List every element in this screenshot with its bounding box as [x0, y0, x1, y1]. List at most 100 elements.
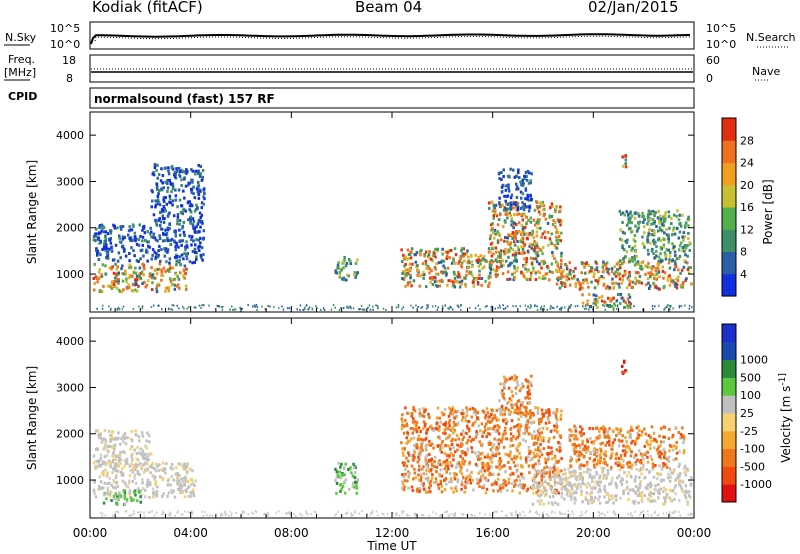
data-cell [481, 266, 484, 270]
cpid-panel-frame [89, 87, 695, 109]
data-cell [435, 421, 438, 425]
data-cell [491, 453, 494, 457]
data-cell [426, 264, 430, 268]
data-cell [527, 425, 531, 429]
data-cell [138, 439, 141, 443]
data-cell [479, 469, 482, 473]
data-cell [489, 448, 493, 452]
data-cell [404, 255, 407, 259]
data-cell [92, 489, 96, 493]
data-cell [494, 273, 498, 277]
data-cell [535, 205, 539, 208]
data-cell [472, 277, 476, 281]
data-cell [421, 262, 425, 266]
data-cell [152, 173, 156, 177]
data-cell [434, 267, 437, 271]
data-cell [454, 514, 456, 517]
data-cell [483, 469, 487, 473]
data-cell [155, 284, 159, 288]
data-cell [531, 411, 535, 415]
data-cell [622, 164, 625, 168]
data-cell [510, 403, 513, 407]
data-cell [502, 486, 505, 490]
data-cell [573, 446, 576, 450]
data-cell [493, 206, 496, 210]
data-cell [412, 417, 415, 421]
data-cell [372, 308, 374, 311]
data-cell [453, 272, 456, 276]
data-cell [198, 304, 201, 307]
data-cell [178, 258, 181, 262]
data-cell [352, 307, 355, 310]
data-cell [536, 309, 539, 311]
data-cell [504, 437, 508, 441]
data-cell [463, 431, 466, 435]
data-cell [133, 476, 136, 480]
data-cell [625, 210, 628, 214]
data-cell [621, 449, 625, 453]
data-cell [154, 205, 157, 209]
data-cell [536, 254, 540, 258]
data-cell [649, 446, 652, 450]
data-cell [468, 429, 471, 433]
data-cell [184, 248, 187, 252]
data-cell [100, 440, 104, 444]
data-cell [603, 487, 606, 491]
data-cell [621, 364, 624, 368]
data-cell [346, 273, 349, 277]
data-cell [480, 277, 484, 280]
data-cell [156, 195, 160, 198]
data-cell [485, 466, 489, 470]
data-cell [415, 430, 419, 434]
data-cell [152, 213, 156, 217]
data-cell [114, 458, 117, 462]
data-cell [538, 218, 541, 221]
data-cell [164, 471, 167, 475]
data-cell [671, 433, 675, 437]
data-cell [581, 454, 584, 457]
data-cell [556, 467, 559, 470]
data-cell [602, 474, 606, 478]
data-cell [513, 374, 516, 378]
data-cell [525, 460, 528, 464]
data-cell [508, 454, 511, 458]
data-cell [117, 454, 120, 458]
data-cell [117, 279, 120, 283]
data-cell [491, 227, 494, 231]
data-cell [114, 492, 117, 496]
data-cell [631, 500, 635, 504]
data-cell [606, 270, 609, 274]
data-cell [130, 462, 133, 466]
data-cell [155, 252, 158, 256]
data-cell [638, 485, 641, 489]
data-cell [605, 261, 609, 265]
data-cell [152, 495, 155, 499]
data-cell [443, 407, 447, 411]
data-cell [504, 426, 507, 430]
data-cell [381, 512, 384, 515]
data-cell [662, 448, 665, 452]
data-cell [655, 448, 659, 452]
data-cell [432, 254, 435, 258]
data-cell [482, 430, 486, 434]
data-cell [402, 475, 405, 478]
data-cell [170, 166, 173, 170]
data-cell [509, 233, 513, 237]
data-cell [155, 223, 158, 227]
data-cell [200, 256, 203, 260]
data-cell [161, 181, 164, 185]
data-cell [151, 199, 154, 203]
data-cell [288, 307, 291, 310]
data-cell [167, 213, 170, 217]
data-cell [673, 511, 675, 514]
data-cell [192, 482, 195, 486]
data-cell [627, 306, 630, 310]
data-cell [507, 412, 511, 416]
data-cell [534, 480, 537, 484]
data-cell [360, 304, 363, 307]
data-cell [532, 268, 535, 272]
data-cell [506, 270, 510, 274]
data-cell [548, 451, 552, 455]
data-cell [505, 514, 508, 517]
